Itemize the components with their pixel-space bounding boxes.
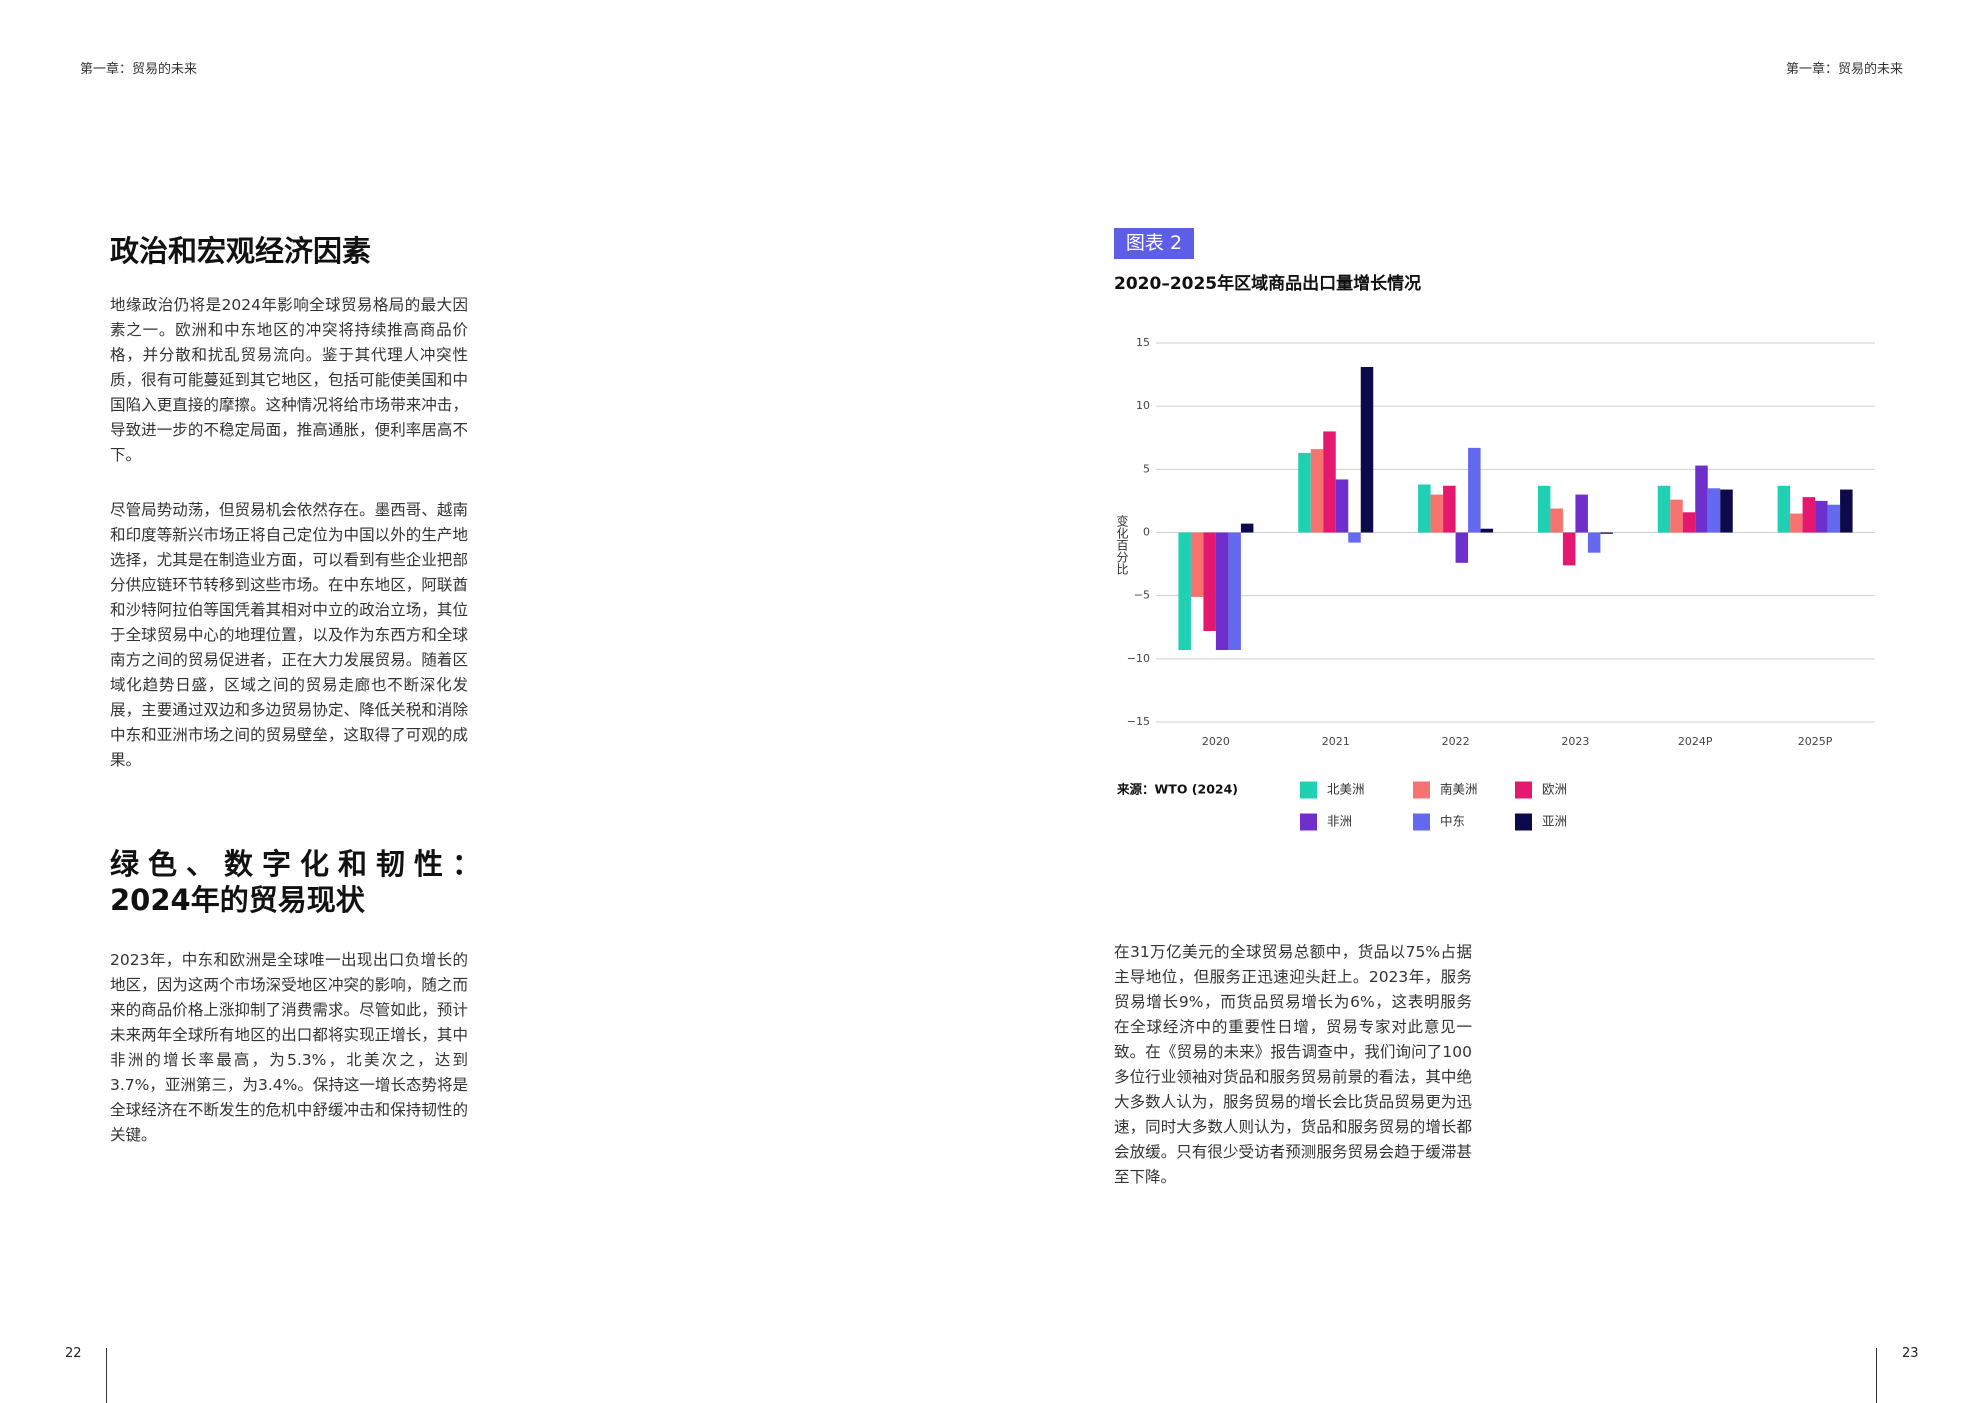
bar — [1600, 532, 1613, 534]
section-title: 绿色、数字化和韧性： 2024年的贸易现状 — [110, 846, 490, 918]
legend-label: 亚洲 — [1542, 814, 1567, 829]
column: 地缘政治仍将是2024年影响全球贸易格局的最大因素之一。欧洲和中东地区的冲突将持… — [110, 293, 468, 773]
bar — [1323, 431, 1336, 533]
legend-swatch — [1300, 781, 1317, 799]
bar — [1455, 532, 1469, 563]
bar — [1550, 508, 1563, 533]
bar — [1695, 465, 1708, 533]
running-header: 第一章：贸易的未来 — [1785, 62, 1903, 77]
bar — [1335, 479, 1349, 533]
page-number: 22 — [65, 1346, 82, 1361]
chart: −15 −10 −5 0 5 10 15 变化百分比 2020 2021 2022 2023 2024P… — [1115, 336, 1875, 831]
bar — [1790, 513, 1803, 533]
rule — [106, 1348, 107, 1403]
legend-swatch — [1515, 813, 1532, 831]
bar — [1707, 488, 1721, 533]
title-line: 2024年的贸易现状 — [110, 883, 365, 917]
bar — [1777, 485, 1791, 533]
y-axis-label: 变化百分比 — [1115, 514, 1129, 576]
x-tick-label: 2022 — [1442, 735, 1470, 748]
bar — [1480, 528, 1494, 533]
legend-swatch — [1300, 813, 1317, 831]
paragraph: 尽管局势动荡，但贸易机会依然存在。墨西哥、越南和印度等新兴市场正将自己定位为中国… — [110, 501, 468, 769]
column: 2023年，中东和欧洲是全球唯一出现出口负增长的地区，因为这两个市场深受地区冲突… — [110, 948, 468, 1148]
y-tick-label: −10 — [1127, 652, 1150, 665]
bar — [1720, 489, 1733, 533]
legend-label: 南美洲 — [1440, 782, 1478, 797]
bar — [1587, 532, 1601, 553]
bar — [1802, 497, 1816, 533]
legend-swatch — [1413, 813, 1430, 831]
x-tick-label: 2025P — [1798, 735, 1833, 748]
legend-label: 北美洲 — [1327, 782, 1365, 797]
bar — [1348, 532, 1361, 543]
bar — [1537, 485, 1551, 533]
bar — [1562, 532, 1576, 566]
bar — [1815, 500, 1828, 533]
bar — [1360, 367, 1374, 533]
bar — [1840, 489, 1853, 533]
chart-title: 2020–2025年区域商品出口量增长情况 — [1114, 274, 1422, 294]
x-tick-label: 2023 — [1561, 735, 1589, 748]
bar — [1430, 494, 1444, 533]
y-tick-label: −5 — [1134, 589, 1150, 602]
running-header: 第一章：贸易的未来 — [80, 62, 198, 77]
bar — [1240, 523, 1254, 533]
x-tick-label: 2024P — [1678, 735, 1713, 748]
y-tick-label: 0 — [1143, 526, 1150, 539]
x-tick-label: 2020 — [1202, 735, 1230, 748]
bar — [1657, 485, 1671, 533]
page-number: 23 — [1902, 1346, 1919, 1361]
legend-swatch — [1515, 781, 1532, 799]
bar — [1670, 499, 1683, 533]
legend-label: 中东 — [1440, 814, 1465, 829]
y-tick-label: −15 — [1127, 715, 1150, 728]
paragraph: 在31万亿美元的全球贸易总额中，货品以75%占据主导地位，但服务正迅速迎头赶上。… — [1114, 943, 1472, 1186]
section-title: 政治和宏观经济因素 — [110, 234, 372, 268]
bar — [1298, 452, 1311, 533]
bar — [1178, 532, 1191, 650]
bar — [1203, 532, 1216, 632]
bar — [1468, 447, 1481, 533]
paragraph: 地缘政治仍将是2024年影响全球贸易格局的最大因素之一。欧洲和中东地区的冲突将持… — [110, 296, 468, 464]
y-tick-label: 10 — [1136, 399, 1150, 412]
title-line: 绿色、数字化和韧性： — [110, 847, 491, 881]
column: 在31万亿美元的全球贸易总额中，货品以75%占据主导地位，但服务正迅速迎头赶上。… — [1114, 940, 1472, 1190]
bar — [1418, 484, 1431, 533]
rule — [1876, 1348, 1877, 1403]
bar — [1190, 532, 1204, 597]
y-tick-label: 5 — [1143, 462, 1150, 475]
bar — [1575, 494, 1588, 533]
bar — [1310, 449, 1324, 533]
source: 来源：WTO (2024) — [1116, 782, 1238, 797]
x-tick-label: 2021 — [1322, 735, 1350, 748]
bar — [1215, 532, 1229, 650]
legend-label: 非洲 — [1327, 814, 1352, 829]
bar — [1443, 485, 1456, 533]
paragraph: 2023年，中东和欧洲是全球唯一出现出口负增长的地区，因为这两个市场深受地区冲突… — [110, 951, 468, 1144]
legend-label: 欧洲 — [1542, 782, 1567, 797]
figure-tag: 图表 2 — [1114, 228, 1194, 259]
y-tick-label: 15 — [1136, 336, 1150, 349]
bar — [1228, 532, 1241, 650]
bar — [1682, 512, 1696, 533]
bar — [1827, 504, 1841, 533]
legend-swatch — [1413, 781, 1430, 799]
